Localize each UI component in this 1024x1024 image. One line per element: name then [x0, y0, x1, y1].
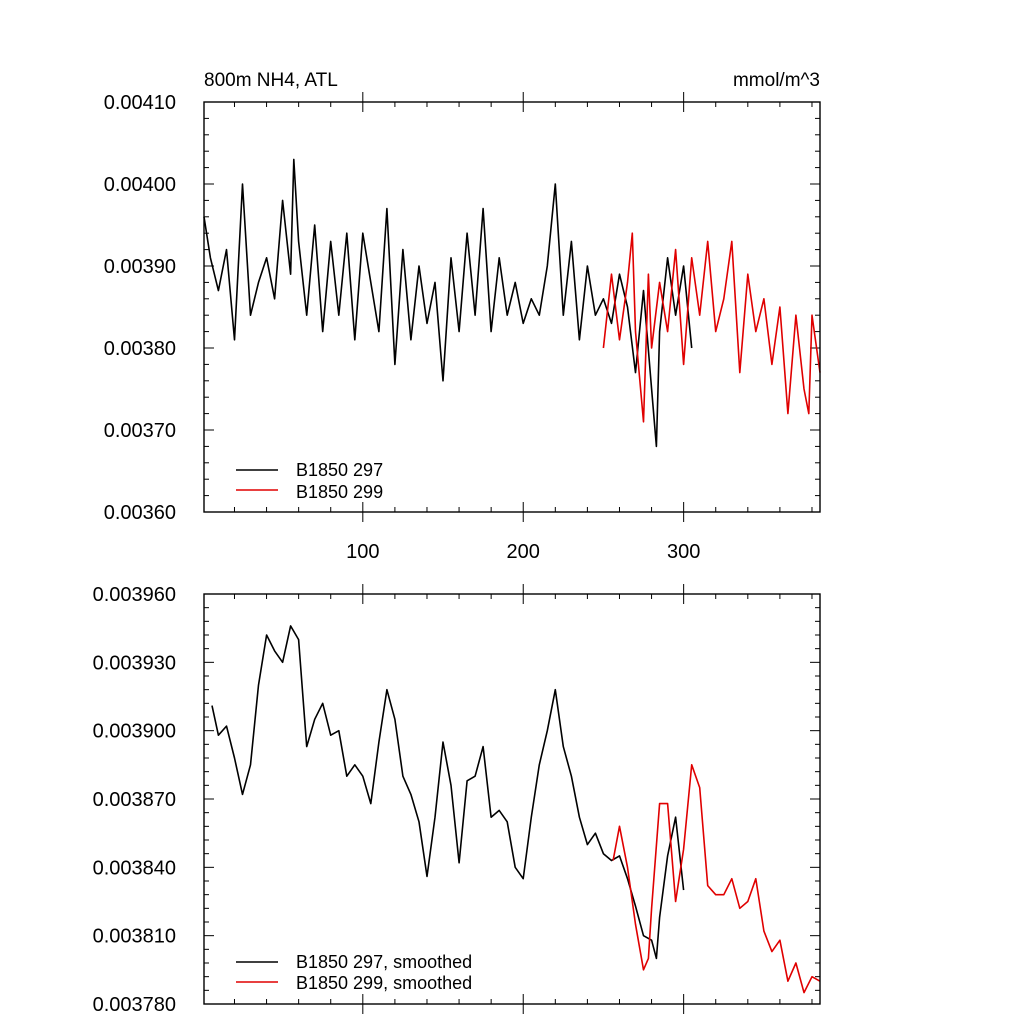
- y-tick-label: 0.003900: [93, 721, 176, 743]
- y-tick-label: 0.003840: [93, 857, 176, 879]
- legend-label-b1850-299-smoothed: B1850 299, smoothed: [296, 973, 472, 993]
- y-tick-label: 0.00400: [104, 174, 176, 196]
- x-tick-label: 200: [507, 541, 540, 563]
- bottom-chart-panel: 0.003780 0.003810 0.003840 0.003870 0.003900…: [93, 584, 821, 1016]
- y-tick-label: 0.003810: [93, 926, 176, 948]
- y-tick-label: 0.003960: [93, 584, 176, 606]
- bottom-legend: B1850 297, smoothed B1850 299, smoothed: [236, 952, 472, 993]
- legend-label-b1850-297-smoothed: B1850 297, smoothed: [296, 952, 472, 972]
- x-tick-label: 300: [667, 541, 700, 563]
- y-tick-label: 0.003870: [93, 789, 176, 811]
- series-line-b1850-299-smoothed: [612, 763, 821, 994]
- y-tick-label: 0.00380: [104, 338, 176, 360]
- legend-label-b1850-297: B1850 297: [296, 460, 383, 480]
- series-line-b1850-297: [203, 158, 693, 448]
- y-tick-label: 0.003930: [93, 652, 176, 674]
- y-tick-label: 0.00360: [104, 502, 176, 524]
- series-line-b1850-297-smoothed: [211, 625, 685, 960]
- x-tick-label: 100: [346, 541, 379, 563]
- bottom-plot-frame: [203, 593, 821, 1005]
- top-plot-frame: [203, 101, 821, 513]
- top-chart-title: 800m NH4, ATL: [204, 70, 338, 91]
- y-tick-label: 0.00390: [104, 256, 176, 278]
- legend-label-b1850-299: B1850 299: [296, 482, 383, 502]
- top-chart-panel: 800m NH4, ATL mmol/m^3 0.00360 0.00370 0.0…: [104, 70, 821, 563]
- top-legend: B1850 297 B1850 299: [236, 460, 383, 502]
- y-tick-label: 0.00410: [104, 92, 176, 114]
- y-tick-label: 0.003780: [93, 994, 176, 1016]
- top-chart-units: mmol/m^3: [733, 70, 820, 91]
- series-line-b1850-299: [602, 232, 821, 423]
- y-tick-label: 0.00370: [104, 420, 176, 442]
